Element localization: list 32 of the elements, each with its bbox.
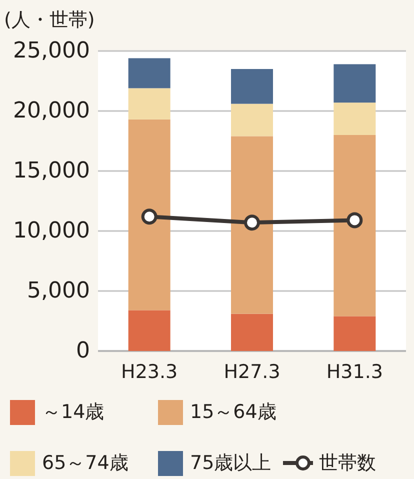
legend-label: 75歳以上: [190, 452, 272, 474]
legend-item: 75歳以上: [158, 451, 272, 476]
legend-item: 世帯数: [283, 452, 376, 474]
bar: [334, 135, 376, 316]
y-tick-label: 25,000: [13, 38, 90, 64]
legend-label: 65～74歳: [42, 452, 128, 474]
y-tick-label: 20,000: [13, 98, 90, 124]
bar: [334, 64, 376, 103]
bar: [128, 310, 170, 351]
x-tick-label: H23.3: [121, 361, 178, 383]
bar: [231, 104, 273, 136]
y-tick-label: 15,000: [13, 158, 90, 184]
legend-item: 15～64歳: [158, 400, 276, 425]
bar: [128, 119, 170, 310]
x-tick-label: H27.3: [224, 361, 280, 383]
bar: [231, 69, 273, 104]
bar: [334, 102, 376, 135]
x-tick-label: H31.3: [326, 361, 383, 383]
bar: [128, 88, 170, 120]
legend-item: ～14歳: [10, 400, 104, 425]
legend-item: 65～74歳: [10, 451, 128, 476]
bar: [334, 316, 376, 351]
y-tick-label: 5,000: [27, 278, 90, 304]
bar: [231, 136, 273, 314]
bar: [231, 314, 273, 351]
bar: [128, 58, 170, 88]
legend-label: 世帯数: [319, 452, 376, 474]
legend-label: 15～64歳: [190, 401, 276, 423]
legend-label: ～14歳: [42, 401, 104, 423]
y-tick-label: 10,000: [13, 218, 90, 244]
y-tick-label: 0: [76, 338, 90, 364]
y-axis-title: (人・世帯): [4, 9, 95, 31]
